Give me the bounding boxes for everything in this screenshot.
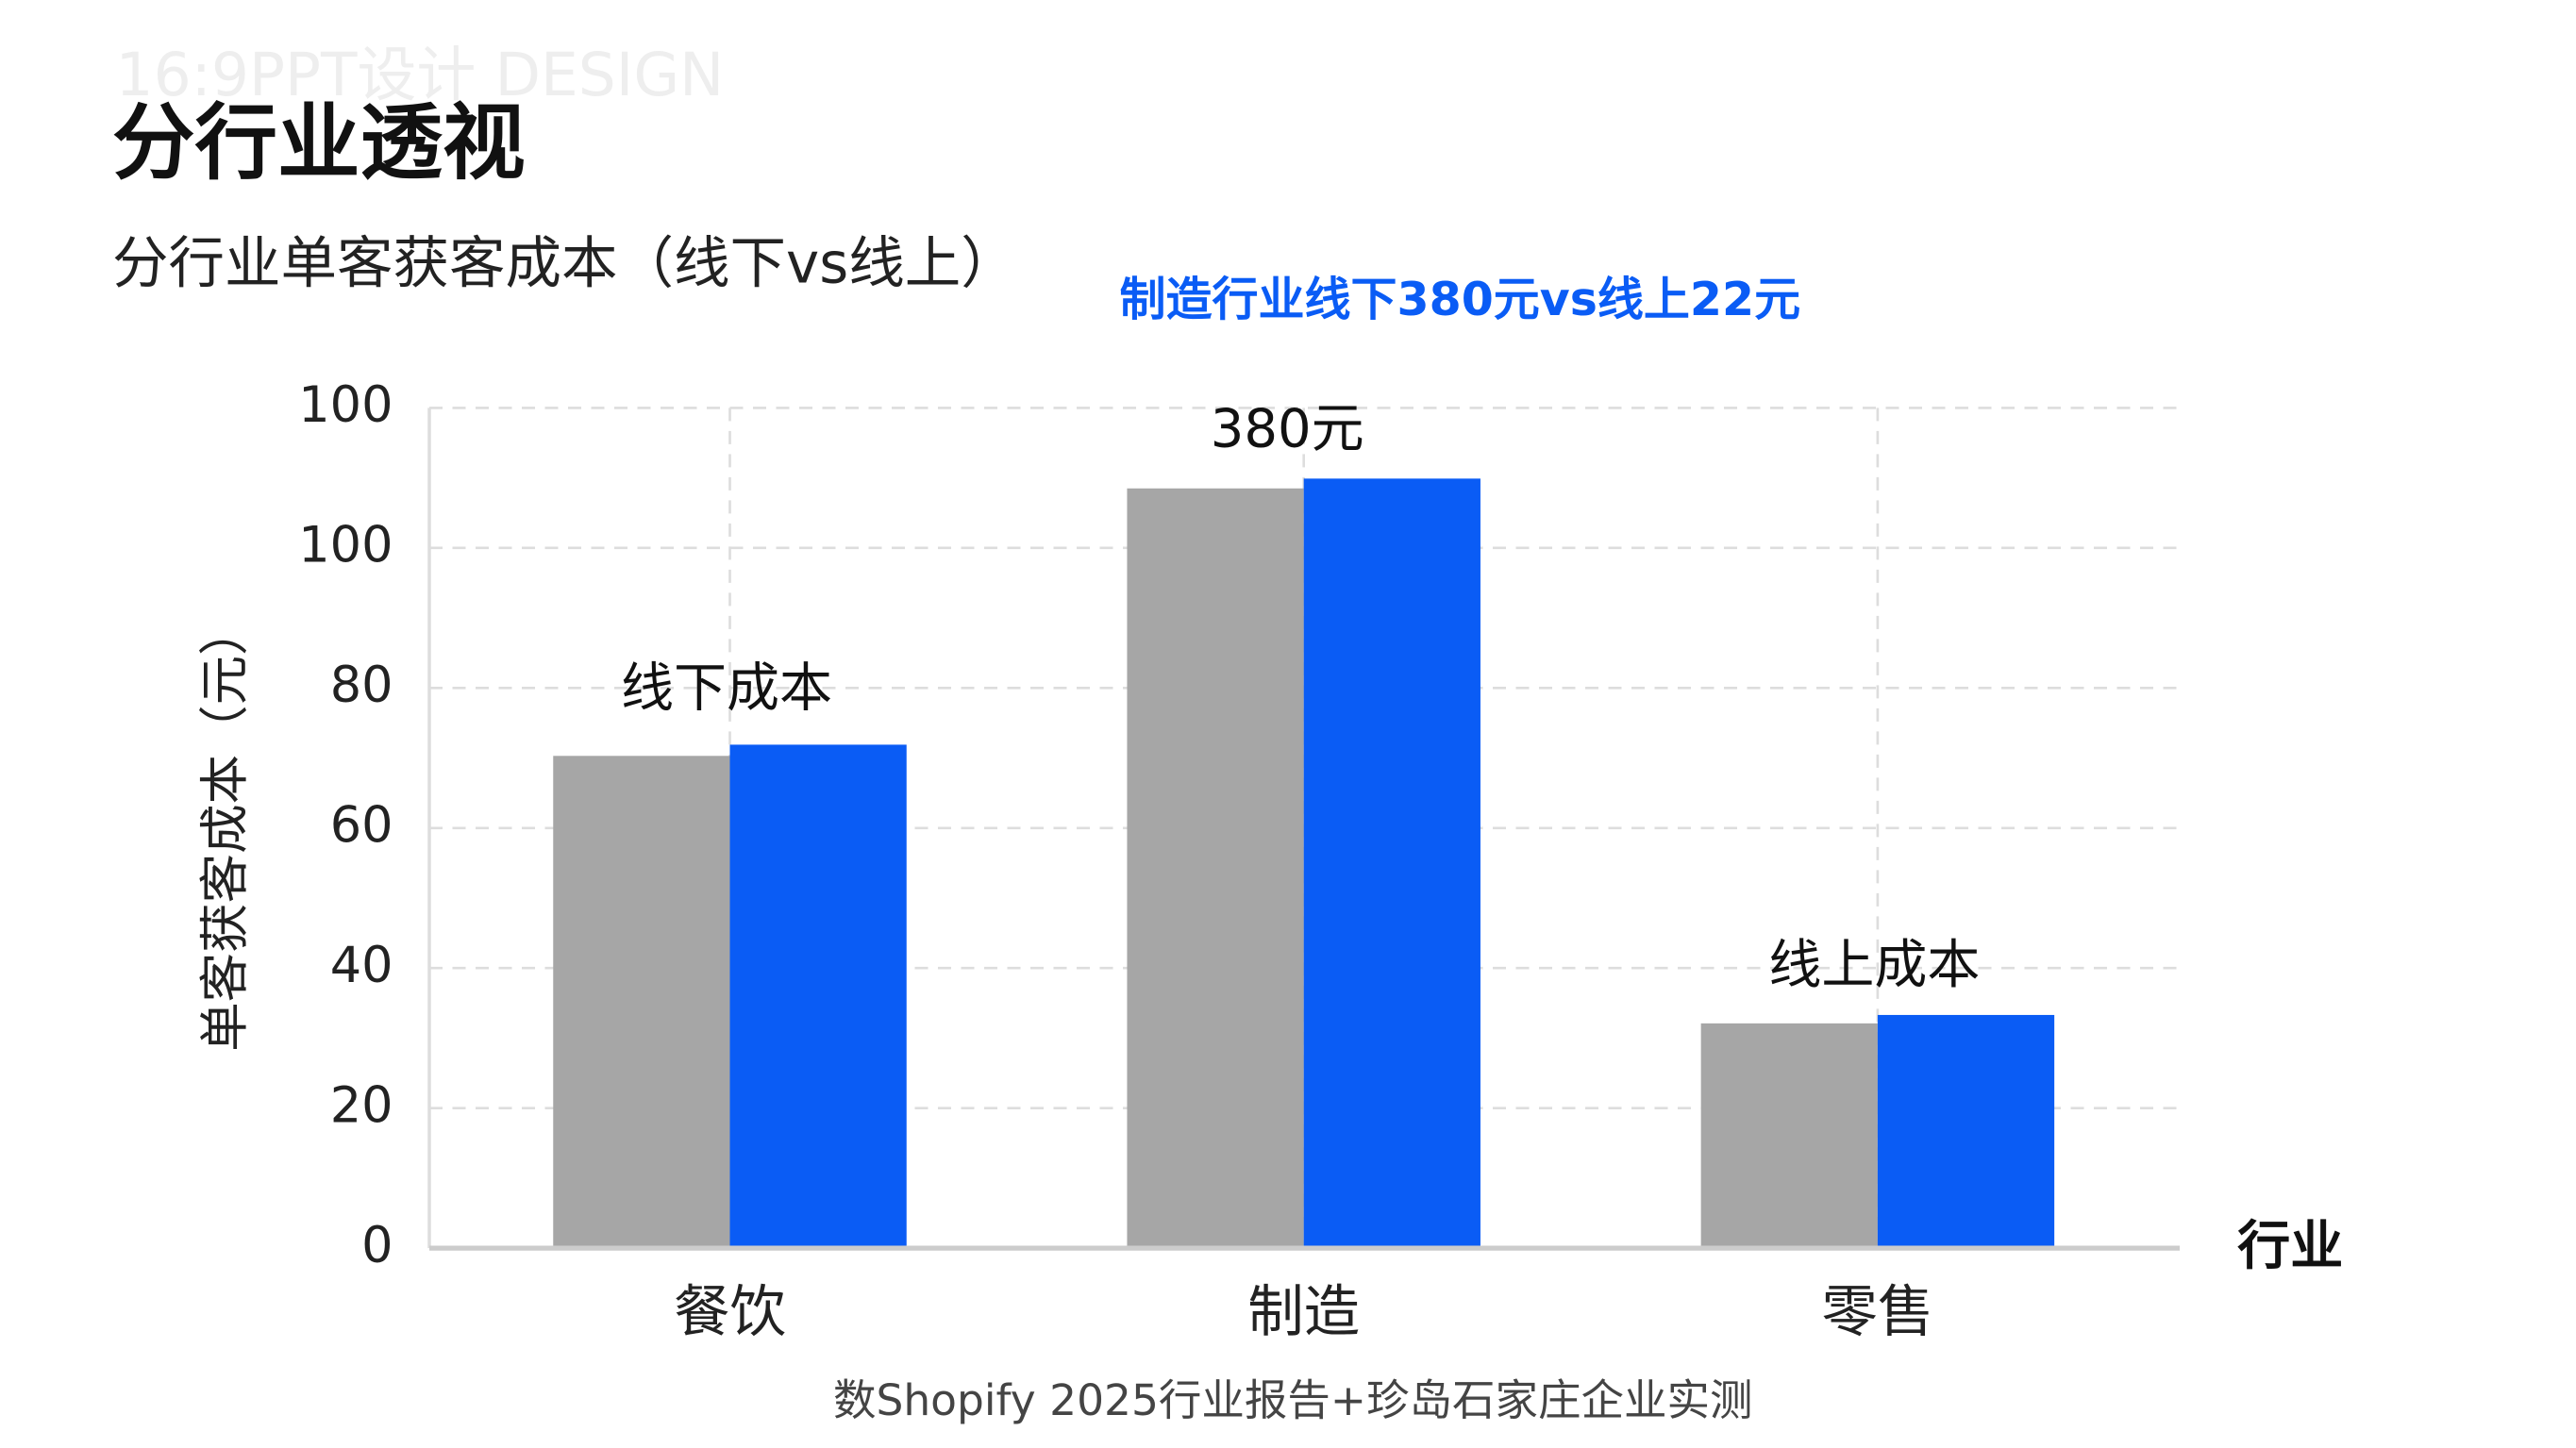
y-tick-label: 100 [298, 516, 393, 574]
bar [1877, 1014, 2055, 1249]
bar [1700, 1023, 1878, 1249]
note: 制造行业线下380元vs线上22元 [1120, 273, 1801, 326]
series-label: 线上成本 [1768, 935, 1980, 996]
series-label: 线下成本 [621, 658, 832, 720]
x-tick-label: 制造 [1247, 1280, 1360, 1345]
y-axis-label: 单客获客成本（元） [196, 606, 254, 1052]
x-tick-label: 餐饮 [674, 1280, 786, 1345]
bar [1127, 488, 1304, 1249]
bar [729, 744, 907, 1249]
x-axis-label: 行业 [2237, 1216, 2343, 1277]
y-tick-label: 60 [330, 796, 393, 854]
watermark: 16:9PPT设计 DESIGN [116, 41, 725, 109]
bar [1303, 478, 1480, 1249]
chart-subtitle: 分行业单客获客成本（线下vs线上） [112, 232, 1017, 297]
annotation: 380元 [1211, 398, 1364, 459]
bar [553, 756, 730, 1249]
chart-title: 分行业透视 [112, 95, 526, 191]
y-tick-label: 0 [361, 1217, 393, 1274]
source: 数Shopify 2025行业报告+珍岛石家庄企业实测 [833, 1375, 1753, 1425]
y-tick-label: 80 [330, 657, 393, 714]
y-tick-label: 20 [330, 1076, 393, 1134]
y-tick-label: 40 [330, 937, 393, 994]
x-tick-label: 零售 [1821, 1280, 1933, 1345]
y-tick-label: 100 [298, 376, 393, 434]
